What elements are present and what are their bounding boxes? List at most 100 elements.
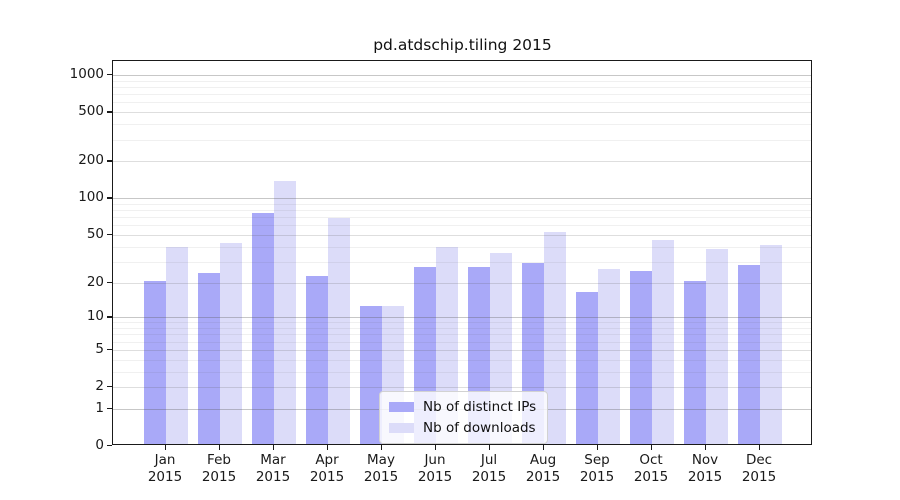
legend-item-downloads: Nb of downloads	[389, 418, 536, 438]
legend: Nb of distinct IPs Nb of downloads	[379, 391, 549, 444]
legend-label-downloads: Nb of downloads	[423, 420, 536, 436]
bar-distinct-ips	[576, 291, 598, 444]
x-tick-label: Jun 2015	[417, 452, 453, 485]
x-tick	[651, 445, 653, 450]
x-tick-label: Sep 2015	[579, 452, 615, 485]
y-tick	[107, 111, 112, 113]
legend-swatch-distinct-ips	[389, 402, 414, 412]
gridline	[113, 225, 811, 227]
bar-distinct-ips	[198, 273, 220, 444]
gridline	[113, 75, 811, 76]
y-tick	[107, 348, 112, 351]
chart-title: pd.atdschip.tiling 2015	[373, 36, 552, 54]
gridline	[113, 210, 811, 211]
y-tick	[107, 316, 112, 318]
y-tick	[107, 197, 112, 199]
plot-area	[112, 60, 812, 445]
y-tick-label: 200	[78, 152, 104, 169]
x-tick-label: Dec 2015	[741, 452, 777, 485]
x-tick	[705, 445, 707, 450]
y-tick-label: 100	[78, 189, 104, 206]
y-tick	[107, 74, 112, 76]
gridline	[113, 322, 811, 324]
bar-distinct-ips	[738, 265, 760, 444]
legend-label-distinct-ips: Nb of distinct IPs	[423, 399, 537, 415]
y-tick-label: 1000	[69, 65, 104, 82]
x-tick	[489, 445, 491, 450]
bar-downloads	[166, 247, 188, 444]
gridline	[113, 328, 811, 329]
x-tick-label: Oct 2015	[633, 452, 669, 485]
gridline	[113, 359, 811, 361]
bar-downloads	[760, 244, 782, 444]
y-tick	[107, 233, 112, 236]
gridline	[113, 317, 811, 319]
y-tick-label: 20	[86, 273, 104, 290]
x-tick-label: Feb 2015	[201, 452, 237, 485]
gridline	[113, 387, 811, 388]
gridline	[113, 139, 811, 141]
gridline	[113, 334, 811, 336]
gridline	[113, 80, 811, 82]
bar-distinct-ips	[306, 275, 328, 444]
legend-item-distinct-ips: Nb of distinct IPs	[389, 397, 536, 417]
bar-distinct-ips	[252, 212, 274, 444]
x-tick	[597, 445, 599, 450]
x-tick-label: Jul 2015	[471, 452, 507, 485]
legend-swatch-downloads	[389, 423, 414, 433]
y-tick	[107, 407, 112, 410]
bar-downloads	[706, 248, 728, 444]
bar-downloads	[652, 239, 674, 444]
x-tick	[759, 445, 761, 450]
y-tick-label: 2	[95, 378, 104, 394]
gridline	[113, 124, 811, 126]
x-tick-label: May 2015	[363, 452, 399, 485]
gridline	[113, 203, 811, 205]
x-tick-label: Aug 2015	[525, 452, 561, 485]
bar-distinct-ips	[144, 280, 166, 444]
bar-downloads	[328, 218, 350, 444]
gridline	[113, 349, 811, 351]
gridline	[113, 198, 811, 200]
bar-downloads	[598, 269, 620, 444]
gridline	[113, 102, 811, 104]
y-tick-label: 1	[95, 399, 104, 416]
gridline	[113, 261, 811, 263]
bar-downloads	[220, 243, 242, 444]
gridline	[113, 112, 811, 114]
gridline	[113, 94, 811, 96]
y-tick-label: 0	[95, 437, 104, 453]
x-tick-label: Jan 2015	[147, 452, 183, 485]
x-tick-label: Apr 2015	[309, 452, 345, 485]
x-tick	[273, 445, 275, 450]
y-tick	[107, 281, 112, 283]
y-tick-label: 500	[78, 103, 104, 120]
x-tick	[327, 445, 329, 450]
y-tick	[107, 445, 112, 447]
x-tick	[165, 445, 167, 450]
bar-downloads	[544, 231, 566, 444]
bar-distinct-ips	[684, 280, 706, 444]
bar-downloads	[274, 181, 296, 444]
gridline	[113, 87, 811, 88]
gridline	[113, 371, 811, 373]
gridline	[113, 161, 811, 163]
x-tick	[435, 445, 437, 450]
y-tick-label: 5	[95, 340, 104, 357]
gridline	[113, 341, 811, 343]
x-tick-label: Mar 2015	[255, 452, 291, 485]
x-tick-label: Nov 2015	[687, 452, 723, 485]
bar-distinct-ips	[360, 306, 382, 444]
bar-distinct-ips	[630, 271, 652, 444]
y-tick	[107, 160, 112, 162]
y-tick-label: 50	[86, 225, 104, 242]
y-tick-label: 10	[86, 308, 104, 325]
gridline	[113, 234, 811, 236]
y-tick	[107, 386, 112, 388]
x-tick	[543, 445, 545, 450]
gridline	[113, 246, 811, 248]
x-tick	[381, 445, 383, 450]
gridline	[113, 217, 811, 219]
x-tick	[219, 445, 221, 450]
